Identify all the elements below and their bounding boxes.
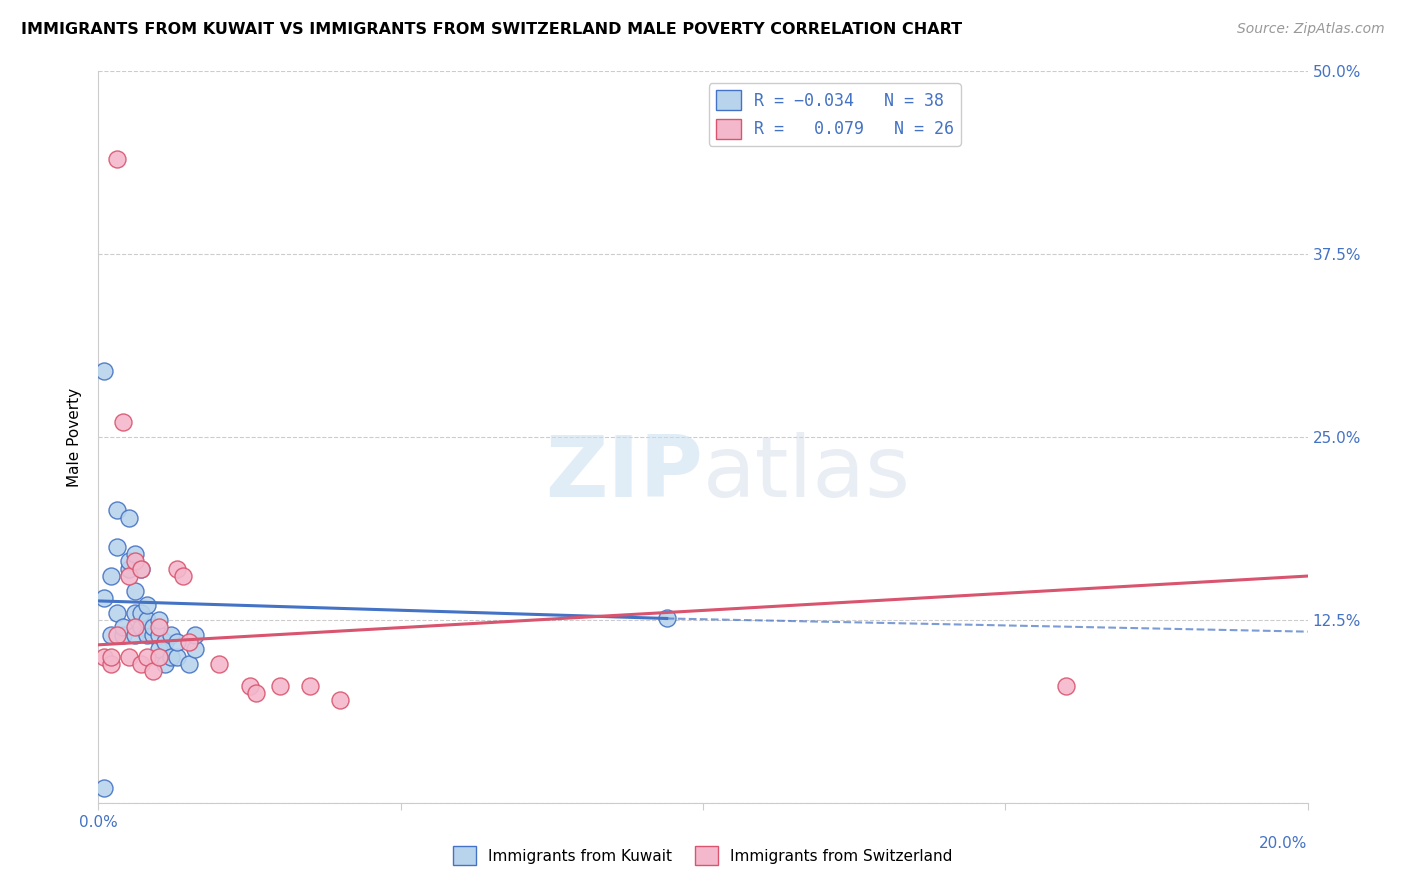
Point — [184, 642, 207, 657]
Point — [269, 679, 291, 693]
Point — [118, 569, 141, 583]
Point — [184, 627, 207, 641]
Text: Source: ZipAtlas.com: Source: ZipAtlas.com — [1237, 22, 1385, 37]
Point — [100, 627, 122, 641]
Point — [655, 611, 678, 625]
Point — [93, 649, 115, 664]
Point — [93, 591, 115, 605]
Point — [148, 613, 170, 627]
Point — [111, 627, 134, 641]
Point — [129, 606, 152, 620]
Point — [299, 679, 322, 693]
Point — [105, 152, 128, 166]
Point — [208, 657, 231, 671]
Point — [148, 627, 170, 641]
Point — [100, 569, 122, 583]
Point — [142, 620, 165, 634]
Point — [93, 781, 115, 796]
Point — [160, 649, 183, 664]
Point — [129, 657, 152, 671]
Point — [153, 657, 176, 671]
Point — [111, 416, 134, 430]
Point — [118, 554, 141, 568]
Point — [124, 554, 146, 568]
Point — [118, 510, 141, 524]
Point — [105, 503, 128, 517]
Point — [93, 364, 115, 378]
Point — [148, 642, 170, 657]
Point — [124, 606, 146, 620]
Point — [118, 649, 141, 664]
Point — [166, 635, 188, 649]
Point — [1054, 679, 1077, 693]
Point — [124, 547, 146, 561]
Point — [135, 613, 157, 627]
Point — [135, 627, 157, 641]
Point — [329, 693, 352, 707]
Point — [129, 562, 152, 576]
Point — [179, 635, 201, 649]
Point — [142, 627, 165, 641]
Legend: Immigrants from Kuwait, Immigrants from Switzerland: Immigrants from Kuwait, Immigrants from … — [447, 840, 959, 871]
Point — [105, 540, 128, 554]
Point — [142, 664, 165, 678]
Point — [124, 583, 146, 598]
Legend: R = −0.034   N = 38, R =   0.079   N = 26: R = −0.034 N = 38, R = 0.079 N = 26 — [709, 83, 960, 145]
Y-axis label: Male Poverty: Male Poverty — [67, 387, 83, 487]
Point — [118, 562, 141, 576]
Point — [160, 627, 183, 641]
Point — [135, 599, 157, 613]
Point — [148, 649, 170, 664]
Point — [129, 620, 152, 634]
Text: 20.0%: 20.0% — [1260, 836, 1308, 851]
Point — [111, 620, 134, 634]
Text: ZIP: ZIP — [546, 432, 703, 516]
Point — [129, 562, 152, 576]
Point — [166, 562, 188, 576]
Point — [124, 620, 146, 634]
Point — [172, 569, 194, 583]
Point — [100, 657, 122, 671]
Text: IMMIGRANTS FROM KUWAIT VS IMMIGRANTS FROM SWITZERLAND MALE POVERTY CORRELATION C: IMMIGRANTS FROM KUWAIT VS IMMIGRANTS FRO… — [21, 22, 962, 37]
Point — [245, 686, 267, 700]
Point — [124, 627, 146, 641]
Point — [166, 649, 188, 664]
Point — [105, 627, 128, 641]
Point — [105, 606, 128, 620]
Point — [148, 620, 170, 634]
Point — [100, 649, 122, 664]
Text: atlas: atlas — [703, 432, 911, 516]
Point — [135, 649, 157, 664]
Point — [179, 657, 201, 671]
Point — [239, 679, 262, 693]
Point — [153, 635, 176, 649]
